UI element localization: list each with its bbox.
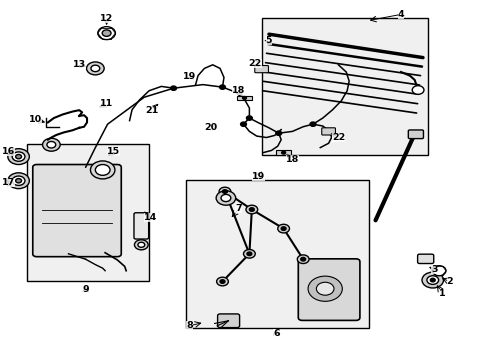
Circle shape (431, 266, 445, 276)
Circle shape (12, 176, 25, 185)
Circle shape (98, 27, 115, 40)
Circle shape (242, 96, 246, 99)
Text: 1: 1 (438, 289, 445, 298)
Circle shape (86, 62, 104, 75)
Circle shape (8, 173, 29, 189)
Circle shape (281, 227, 285, 230)
Circle shape (411, 86, 423, 94)
Circle shape (245, 205, 257, 214)
Circle shape (102, 30, 111, 36)
Text: 2: 2 (446, 277, 452, 286)
Text: 11: 11 (100, 99, 113, 108)
Text: 9: 9 (82, 285, 89, 294)
Circle shape (90, 161, 115, 179)
Circle shape (138, 242, 144, 247)
Text: 17: 17 (2, 178, 16, 187)
Text: 15: 15 (107, 148, 120, 156)
Text: 14: 14 (143, 213, 157, 222)
Text: 10: 10 (29, 115, 41, 124)
Circle shape (277, 224, 289, 233)
Circle shape (275, 131, 281, 135)
Circle shape (8, 149, 29, 165)
Text: 19: 19 (251, 172, 264, 181)
Circle shape (47, 141, 56, 148)
Circle shape (16, 154, 21, 159)
Circle shape (316, 282, 333, 295)
Circle shape (240, 122, 246, 126)
Circle shape (216, 277, 228, 286)
Text: 19: 19 (183, 72, 196, 81)
Text: 5: 5 (265, 36, 272, 45)
FancyBboxPatch shape (33, 165, 121, 257)
Bar (276, 150, 290, 155)
Circle shape (249, 208, 254, 211)
Circle shape (219, 85, 225, 89)
Text: 3: 3 (430, 265, 437, 274)
Circle shape (170, 86, 176, 90)
Circle shape (219, 187, 230, 196)
Text: 12: 12 (100, 14, 113, 23)
Text: 4: 4 (397, 10, 404, 19)
Circle shape (309, 122, 315, 126)
Text: 22: 22 (331, 133, 345, 142)
Circle shape (243, 249, 255, 258)
FancyBboxPatch shape (407, 130, 423, 139)
FancyBboxPatch shape (217, 314, 239, 328)
Bar (261, 18, 427, 155)
FancyBboxPatch shape (321, 128, 335, 135)
Text: 20: 20 (204, 123, 217, 132)
Text: 6: 6 (272, 328, 279, 338)
Circle shape (429, 278, 434, 282)
Circle shape (220, 280, 224, 283)
Circle shape (134, 240, 148, 250)
Circle shape (16, 179, 21, 183)
Circle shape (300, 257, 305, 261)
Circle shape (246, 252, 251, 256)
FancyBboxPatch shape (298, 259, 359, 320)
Circle shape (221, 194, 230, 202)
FancyBboxPatch shape (417, 254, 433, 264)
Text: 21: 21 (144, 107, 158, 115)
Circle shape (421, 272, 443, 288)
Circle shape (42, 138, 60, 151)
Text: 13: 13 (73, 60, 85, 69)
Circle shape (12, 152, 25, 161)
Circle shape (91, 65, 100, 72)
Circle shape (222, 190, 227, 193)
Circle shape (307, 276, 342, 301)
Text: 18: 18 (285, 154, 299, 163)
Bar (27, 144, 149, 281)
Text: 8: 8 (186, 321, 193, 330)
Circle shape (426, 276, 438, 284)
Circle shape (95, 165, 110, 175)
Text: 7: 7 (235, 204, 242, 213)
Bar (237, 96, 251, 100)
Text: 18: 18 (231, 86, 245, 95)
Circle shape (246, 116, 252, 120)
Text: 16: 16 (2, 148, 16, 156)
Bar (185, 180, 368, 328)
Text: 22: 22 (248, 58, 262, 68)
FancyBboxPatch shape (134, 213, 148, 239)
Circle shape (216, 191, 235, 205)
Circle shape (297, 255, 308, 264)
FancyBboxPatch shape (254, 66, 268, 73)
Circle shape (281, 151, 285, 154)
